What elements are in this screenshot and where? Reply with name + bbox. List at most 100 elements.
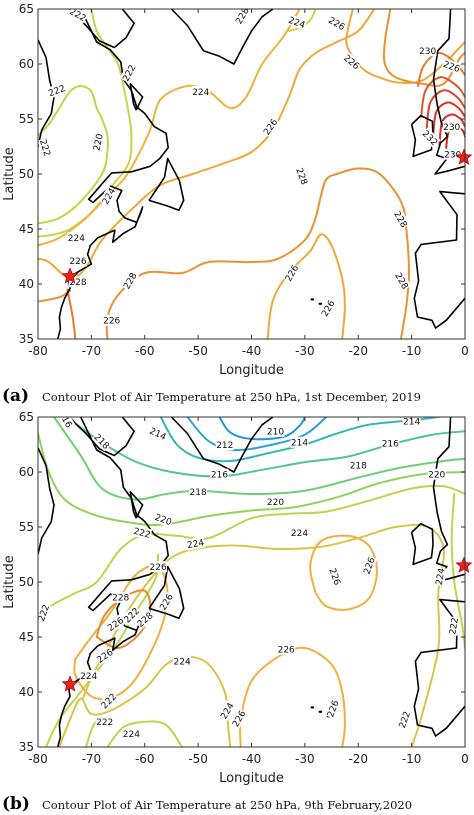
panel-a-y-tick-label: 50 <box>19 167 34 181</box>
panel-b-contour-label: 222 <box>446 616 461 636</box>
panel-a-x-tick-label: -80 <box>28 344 48 358</box>
contour-label-background <box>427 468 446 480</box>
panel-a-x-tick-label: -10 <box>402 344 422 358</box>
panel-b-x-tick-label: -10 <box>402 752 422 766</box>
contour-label-text: 224 <box>123 730 140 740</box>
contour-label-background <box>153 511 174 528</box>
contour-label-text: 224 <box>101 186 118 206</box>
contour-label-background <box>290 436 309 448</box>
contour-label-text: 226 <box>320 299 337 319</box>
panel-b-contour-label: 220 <box>427 468 446 481</box>
contour-label-text: 222 <box>448 617 461 636</box>
contour-label-background <box>326 14 348 33</box>
panel-b-x-tick-label: -40 <box>242 752 262 766</box>
contour-label-background <box>290 527 309 538</box>
panel-a-island <box>310 298 315 301</box>
panel-a-contour-label: 228 <box>293 165 311 187</box>
contour-label-background <box>210 468 229 480</box>
contour-label-background <box>56 417 76 430</box>
panel-b-y-axis-label: Latitude <box>2 555 17 609</box>
panel-b-contour-line-226 <box>309 534 378 611</box>
panel-b-contour-label: 224 <box>432 566 448 587</box>
panel-b-stars <box>61 556 473 692</box>
panel-a-caption: Contour Plot of Air Temperature at 250 h… <box>42 390 421 404</box>
panel-b-contour-label: 226 <box>149 561 168 573</box>
panel-b-x-axis-label: Longitude <box>219 771 284 786</box>
panel-a-contour-line-230 <box>66 288 77 339</box>
contour-label-background <box>79 670 98 681</box>
panel-b-contour-label: 224 <box>185 536 206 551</box>
panel-a-x-ticks: -80 -70 -60 -50 -40 -30 -20 -10 0 <box>28 9 469 358</box>
panel-b-contour-line-216 <box>66 417 465 478</box>
panel-a-contour-label: 226 <box>102 314 121 327</box>
panel-a-y-tick-label: 55 <box>19 112 34 126</box>
contour-label-background <box>443 148 462 160</box>
contour-label-text: 226 <box>326 567 341 587</box>
contour-label-text: 220 <box>267 498 284 508</box>
contour-label-background <box>395 709 413 730</box>
contour-label-text: 232 <box>420 129 439 148</box>
contour-label-background <box>402 417 421 427</box>
contour-label-text: 224 <box>68 234 85 244</box>
panel-b-y-tick-label: 55 <box>19 520 34 534</box>
contour-label-background <box>111 591 130 603</box>
panel-b-contour-label: 224 <box>173 655 192 668</box>
panel-a-x-tick-label: -30 <box>295 344 315 358</box>
panel-b-contour-line-222 <box>450 493 465 649</box>
contour-label-text: 214 <box>403 418 420 428</box>
contour-label-text: 224 <box>186 538 205 551</box>
panel-a-contour-line-226 <box>345 9 465 84</box>
contour-label-background <box>191 86 210 97</box>
panel-b-contour-label: 222 <box>395 709 413 730</box>
contour-label-background <box>119 62 138 84</box>
contour-label-background <box>189 486 208 498</box>
panel-a-x-tick-label: -50 <box>188 344 208 358</box>
panel-b-coastline <box>129 490 144 519</box>
contour-label-text: 230 <box>443 123 460 133</box>
panel-a-contour-label: 222 <box>38 137 54 158</box>
contour-label-background <box>318 297 338 319</box>
panel-a-x-tick-label: -40 <box>242 344 262 358</box>
panel-a-contour-label: 226 <box>69 255 87 267</box>
panel-a-contour-label: 224 <box>191 86 210 98</box>
panel-a-contour-label: 226 <box>326 14 348 33</box>
panel-a-x-tick-label: 0 <box>461 344 469 358</box>
panel-b-x-ticks: -80 -70 -60 -50 -40 -30 -20 -10 0 <box>28 417 469 766</box>
contour-label-background <box>392 270 412 292</box>
panel-a-contour-label: 224 <box>67 232 86 244</box>
contour-label-text: 218 <box>350 462 367 472</box>
panel-b-contour-label: 218 <box>349 459 368 472</box>
contour-label-background <box>215 439 234 450</box>
panel-b-contour-label: 226 <box>277 643 296 655</box>
contour-label-background <box>360 555 378 576</box>
contour-label-background <box>67 232 86 244</box>
panel-a-contour-line-236 <box>432 101 465 140</box>
contour-label-background <box>217 700 237 722</box>
panel-b-contour-label: 226 <box>324 698 342 719</box>
contour-label-background <box>349 459 368 471</box>
contour-label-background <box>282 262 301 284</box>
panel-a-y-tick-label: 45 <box>19 222 34 236</box>
contour-label-background <box>46 82 68 99</box>
contour-label-background <box>134 609 156 630</box>
contour-label-text: 228 <box>112 594 129 604</box>
contour-label-text: 216 <box>211 471 228 481</box>
panel-a-contour-labels: 2202222222222222242242242242262262262262… <box>38 7 463 327</box>
panel-b-y-tick-label: 60 <box>19 465 34 479</box>
panel-a-contour-line-220 <box>38 85 110 225</box>
panel-a-contour-line-234 <box>425 89 465 131</box>
panel-b-contour-label: 222 <box>131 524 153 541</box>
panel-a-y-tick-label: 40 <box>19 277 34 291</box>
panel-b-plot: 2102122142142142162162162182182182202202… <box>2 410 473 814</box>
contour-label-text: 224 <box>435 567 448 586</box>
contour-label-text: 222 <box>67 7 87 24</box>
contour-label-background <box>260 116 280 138</box>
panel-a-island <box>318 302 323 305</box>
panel-a-coastline <box>148 157 185 212</box>
contour-label-text: 230 <box>419 47 436 57</box>
contour-label-background <box>98 690 119 712</box>
panel-a-contour-label: 222 <box>67 7 89 24</box>
panel-b-contour-line-226 <box>239 646 346 747</box>
panel-b-contour-label: 216 <box>381 437 400 450</box>
panel-a-coastline <box>170 9 274 65</box>
